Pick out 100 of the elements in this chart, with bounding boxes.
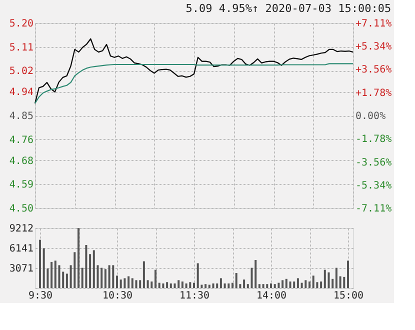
bar — [232, 282, 234, 288]
bar — [166, 282, 168, 288]
bar — [254, 260, 257, 288]
bar — [39, 240, 41, 288]
y-tick-label: 4.59 — [9, 180, 34, 191]
bar — [228, 283, 230, 288]
bar — [162, 283, 164, 288]
bar — [235, 273, 238, 288]
bar — [296, 278, 299, 288]
x-tick-label: 10:30 — [102, 290, 133, 302]
bar — [139, 280, 142, 288]
y2-tick-label: -1.78% — [356, 134, 392, 146]
bar — [258, 284, 260, 288]
bar — [58, 265, 60, 288]
bar — [289, 281, 292, 288]
bar — [181, 281, 184, 288]
bar — [246, 284, 249, 288]
bar — [112, 265, 114, 288]
bar — [196, 263, 199, 288]
y-tick-label: 4.76 — [9, 134, 34, 146]
bar — [328, 272, 330, 288]
y2-tick-label: 0.00% — [356, 111, 386, 122]
y-tick-label: 5.20 — [9, 18, 34, 30]
bar — [89, 254, 92, 288]
bar — [185, 283, 188, 288]
y2-tick-label: -3.56% — [356, 157, 392, 168]
x-tick-label: 15:00 — [333, 290, 364, 302]
bar — [278, 282, 280, 288]
y-tick-label: 5.02 — [9, 66, 34, 78]
bar — [204, 284, 207, 288]
y-tick-label: 4.50 — [9, 204, 34, 214]
bar — [142, 261, 145, 288]
bar — [92, 250, 95, 288]
bar — [108, 265, 110, 288]
y-tick-label: 4.68 — [9, 156, 34, 167]
bar — [347, 260, 349, 288]
bar — [343, 276, 346, 288]
bar — [174, 283, 176, 288]
bar — [270, 283, 272, 288]
y-tick-label: 3071 — [9, 264, 34, 274]
bar — [74, 252, 76, 288]
bar — [282, 280, 284, 288]
y2-tick-label: +5.34% — [356, 42, 392, 53]
bar — [189, 282, 192, 288]
bar — [193, 282, 195, 288]
y-tick-label: 5.11 — [9, 42, 34, 54]
bar — [308, 281, 310, 288]
x-tick-label: 9:30 — [28, 290, 53, 302]
chart-title: 5.09 4.95%↑ 2020-07-03 15:00:05 — [186, 2, 392, 15]
bar — [128, 276, 130, 288]
bar — [266, 284, 268, 288]
bar — [324, 270, 326, 288]
bar — [66, 274, 68, 288]
y-tick-label: 4.85 — [9, 111, 34, 122]
bar — [150, 281, 153, 288]
bar — [146, 280, 149, 288]
line-series — [34, 63, 354, 104]
bar — [154, 270, 156, 288]
bar — [85, 245, 88, 288]
y2-tick-label: -5.34% — [356, 180, 392, 192]
bar — [104, 269, 106, 288]
line-series — [34, 38, 354, 104]
bar — [312, 276, 314, 288]
bar — [304, 280, 307, 288]
y-tick-label: 6141 — [9, 244, 34, 254]
y2-tick-label: -7.11% — [356, 204, 392, 214]
x-tick-label: 14:00 — [256, 290, 287, 302]
bar — [335, 268, 338, 288]
y2-tick-label: +7.11% — [356, 18, 392, 30]
bar — [339, 276, 342, 288]
bar — [208, 284, 210, 288]
bar — [96, 265, 99, 288]
bar — [124, 278, 126, 288]
bar — [220, 278, 222, 288]
bar — [216, 283, 218, 288]
bar — [224, 283, 226, 288]
bar — [320, 281, 322, 288]
bar — [170, 283, 172, 288]
y-tick-label: 9212 — [9, 224, 34, 234]
y2-tick-label: +3.56% — [356, 64, 392, 76]
bar — [100, 268, 103, 288]
bar — [120, 280, 122, 288]
bar — [300, 282, 303, 288]
bar — [131, 278, 134, 288]
bar — [274, 284, 276, 288]
bar — [135, 280, 138, 288]
x-tick-label: 11:30 — [179, 290, 210, 302]
bar — [42, 248, 45, 288]
y2-tick-label: +1.78% — [356, 88, 392, 99]
y-tick-label: 4.94 — [9, 87, 34, 98]
bar — [293, 281, 296, 288]
bar — [178, 280, 180, 288]
bar — [54, 260, 56, 288]
bar — [285, 278, 288, 288]
bar — [262, 284, 264, 288]
bar — [50, 262, 53, 288]
bar — [243, 280, 246, 288]
bar — [158, 282, 160, 288]
bar — [116, 276, 118, 288]
bar — [212, 283, 214, 288]
